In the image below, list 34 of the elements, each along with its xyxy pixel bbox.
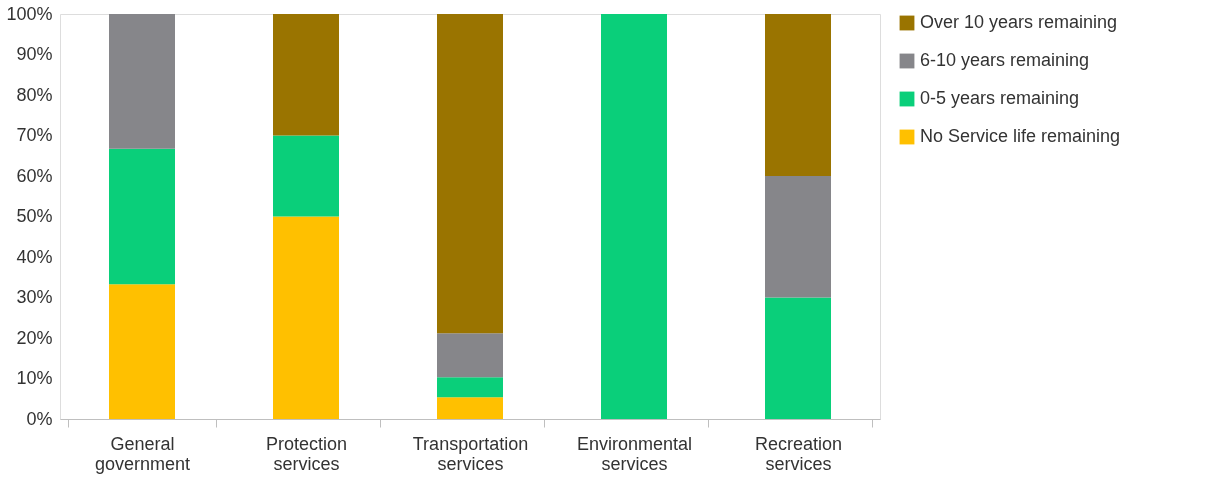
legend-label: 0-5 years remaining	[920, 88, 1080, 108]
bar	[765, 14, 831, 176]
bar	[437, 397, 503, 419]
y-tick-label: 10%	[16, 368, 53, 388]
legend-label: 6-10 years remaining	[920, 50, 1090, 70]
y-tick-label: 70%	[16, 125, 53, 145]
y-tick-label: 0%	[26, 408, 53, 429]
bar	[273, 14, 339, 136]
x-tick-label: Protection services	[265, 433, 348, 474]
bar	[437, 377, 503, 398]
bar	[273, 216, 339, 419]
y-tick-label: 100%	[6, 3, 53, 24]
x-tick-label: Transportation services	[412, 433, 529, 474]
bar	[765, 176, 831, 298]
bar	[601, 14, 667, 419]
legend-label: Over 10 years remaining	[920, 12, 1118, 32]
x-tick-label: Recreation services	[754, 433, 843, 474]
y-tick-label: 40%	[16, 246, 53, 267]
bar	[273, 135, 339, 217]
y-tick-label: 90%	[16, 44, 53, 64]
x-tick-label: Environmental services	[576, 433, 693, 474]
bar	[109, 284, 175, 419]
bar	[437, 14, 503, 334]
bar	[109, 14, 175, 149]
x-tick-label: General government	[94, 433, 191, 474]
y-tick-label: 80%	[16, 84, 53, 105]
y-tick-label: 60%	[16, 165, 53, 186]
bar	[437, 333, 503, 378]
bar	[765, 297, 831, 419]
y-tick-label: 50%	[16, 206, 53, 226]
y-tick-label: 30%	[16, 287, 53, 307]
legend-label: No Service life remaining	[920, 126, 1121, 146]
y-tick-label: 20%	[16, 327, 53, 348]
bar	[109, 148, 175, 285]
